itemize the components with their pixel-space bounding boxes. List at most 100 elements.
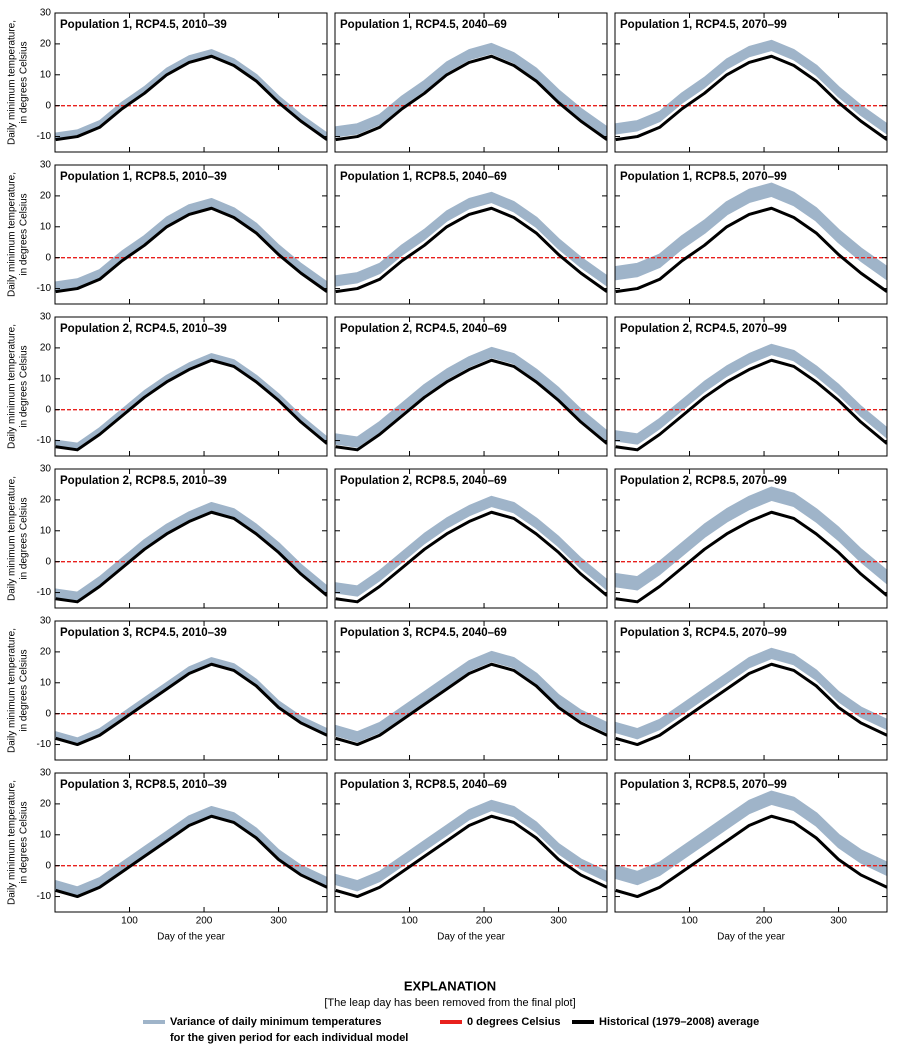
historical-line bbox=[615, 358, 887, 452]
historical-line bbox=[335, 662, 607, 747]
y-tick-label: -10 bbox=[37, 435, 52, 446]
panel-frame bbox=[334, 316, 608, 457]
panel-frame bbox=[614, 772, 888, 913]
panel-title: Population 1, RCP8.5, 2010–39 bbox=[60, 171, 227, 183]
panel-frame bbox=[334, 772, 608, 913]
y-tick-label: 30 bbox=[40, 160, 52, 171]
y-axis-label: in degrees Celsius bbox=[19, 497, 30, 579]
plot bbox=[615, 39, 887, 142]
panel-title: Population 2, RCP4.5, 2070–99 bbox=[620, 323, 787, 335]
panel-title: Population 2, RCP4.5, 2010–39 bbox=[60, 323, 227, 335]
y-axis-label: Daily minimum temperature, bbox=[7, 780, 18, 905]
panel-frame bbox=[54, 316, 328, 457]
historical-line bbox=[55, 662, 327, 747]
panel-frame bbox=[614, 468, 888, 609]
panel-title: Population 1, RCP4.5, 2010–39 bbox=[60, 19, 227, 31]
x-tick-label: 300 bbox=[830, 916, 847, 927]
panel-frame bbox=[614, 12, 888, 153]
panel-frame bbox=[614, 316, 888, 457]
y-axis-label: in degrees Celsius bbox=[19, 801, 30, 883]
plot bbox=[55, 805, 327, 899]
historical-line bbox=[615, 662, 887, 747]
panel-title: Population 1, RCP8.5, 2070–99 bbox=[620, 171, 787, 183]
panel-frame bbox=[54, 468, 328, 609]
panel-title: Population 3, RCP4.5, 2040–69 bbox=[340, 627, 507, 639]
panel-frame bbox=[334, 620, 608, 761]
y-axis-label: in degrees Celsius bbox=[19, 193, 30, 275]
plot bbox=[55, 49, 327, 142]
y-axis-label: Daily minimum temperature, bbox=[7, 20, 18, 145]
panel-title: Population 1, RCP4.5, 2040–69 bbox=[340, 19, 507, 31]
historical-line bbox=[335, 814, 607, 899]
model-variance-band bbox=[335, 191, 607, 287]
x-tick-label: 100 bbox=[681, 916, 698, 927]
y-axis-label: in degrees Celsius bbox=[19, 649, 30, 731]
panel-title: Population 3, RCP8.5, 2040–69 bbox=[340, 779, 507, 791]
x-axis-label: Day of the year bbox=[717, 932, 785, 943]
panel-frame bbox=[54, 12, 328, 153]
y-tick-label: 20 bbox=[40, 39, 52, 50]
y-tick-label: 10 bbox=[40, 525, 52, 536]
panel-title: Population 2, RCP8.5, 2040–69 bbox=[340, 475, 507, 487]
y-tick-label: 0 bbox=[45, 708, 51, 719]
y-tick-label: 0 bbox=[45, 252, 51, 263]
panel-frame bbox=[334, 12, 608, 153]
historical-line bbox=[335, 54, 607, 142]
model-variance-band bbox=[615, 39, 887, 135]
historical-line bbox=[335, 358, 607, 452]
model-variance-band bbox=[615, 182, 887, 281]
historical-line bbox=[335, 510, 607, 604]
historical-line bbox=[55, 814, 327, 899]
x-tick-label: 300 bbox=[550, 916, 567, 927]
model-variance-band bbox=[335, 346, 607, 448]
panel-title: Population 3, RCP8.5, 2010–39 bbox=[60, 779, 227, 791]
y-axis-label: in degrees Celsius bbox=[19, 345, 30, 427]
historical-line bbox=[615, 54, 887, 142]
panel-title: Population 3, RCP8.5, 2070–99 bbox=[620, 779, 787, 791]
y-tick-label: 10 bbox=[40, 829, 52, 840]
x-tick-label: 200 bbox=[756, 916, 773, 927]
legend-label: Historical (1979–2008) average bbox=[599, 1016, 759, 1028]
plot bbox=[615, 182, 887, 294]
model-variance-band bbox=[615, 647, 887, 740]
y-tick-label: 10 bbox=[40, 677, 52, 688]
historical-line bbox=[55, 206, 327, 294]
explanation-note: [The leap day has been removed from the … bbox=[324, 997, 575, 1009]
x-tick-label: 100 bbox=[401, 916, 418, 927]
y-axis-label: Daily minimum temperature, bbox=[7, 628, 18, 753]
y-axis-label: Daily minimum temperature, bbox=[7, 476, 18, 601]
panel-frame bbox=[334, 468, 608, 609]
panel-title: Population 1, RCP4.5, 2070–99 bbox=[620, 19, 787, 31]
historical-line bbox=[615, 510, 887, 604]
y-tick-label: -10 bbox=[37, 131, 52, 142]
y-tick-label: 10 bbox=[40, 373, 52, 384]
plot bbox=[335, 495, 607, 604]
y-tick-label: 30 bbox=[40, 768, 52, 779]
legend-label: for the given period for each individual… bbox=[170, 1032, 408, 1044]
y-tick-label: 0 bbox=[45, 860, 51, 871]
y-tick-label: 20 bbox=[40, 799, 52, 810]
y-tick-label: 20 bbox=[40, 191, 52, 202]
plot bbox=[615, 647, 887, 747]
panel-title: Population 2, RCP8.5, 2070–99 bbox=[620, 475, 787, 487]
y-tick-label: -10 bbox=[37, 587, 52, 598]
explanation-title: EXPLANATION bbox=[404, 978, 496, 993]
x-tick-label: 200 bbox=[196, 916, 213, 927]
plot bbox=[55, 353, 327, 452]
plot bbox=[55, 657, 327, 747]
y-tick-label: 0 bbox=[45, 556, 51, 567]
x-tick-label: 100 bbox=[121, 916, 138, 927]
model-variance-band bbox=[55, 805, 327, 898]
panel-title: Population 2, RCP4.5, 2040–69 bbox=[340, 323, 507, 335]
historical-line bbox=[55, 510, 327, 604]
model-variance-band bbox=[615, 790, 887, 886]
model-variance-band bbox=[335, 495, 607, 597]
panel-title: Population 1, RCP8.5, 2040–69 bbox=[340, 171, 507, 183]
plot bbox=[335, 42, 607, 142]
historical-line bbox=[55, 358, 327, 452]
panel-frame bbox=[54, 164, 328, 305]
y-tick-label: -10 bbox=[37, 891, 52, 902]
y-tick-label: 30 bbox=[40, 464, 52, 475]
y-tick-label: 20 bbox=[40, 343, 52, 354]
y-axis-label: in degrees Celsius bbox=[19, 41, 30, 123]
